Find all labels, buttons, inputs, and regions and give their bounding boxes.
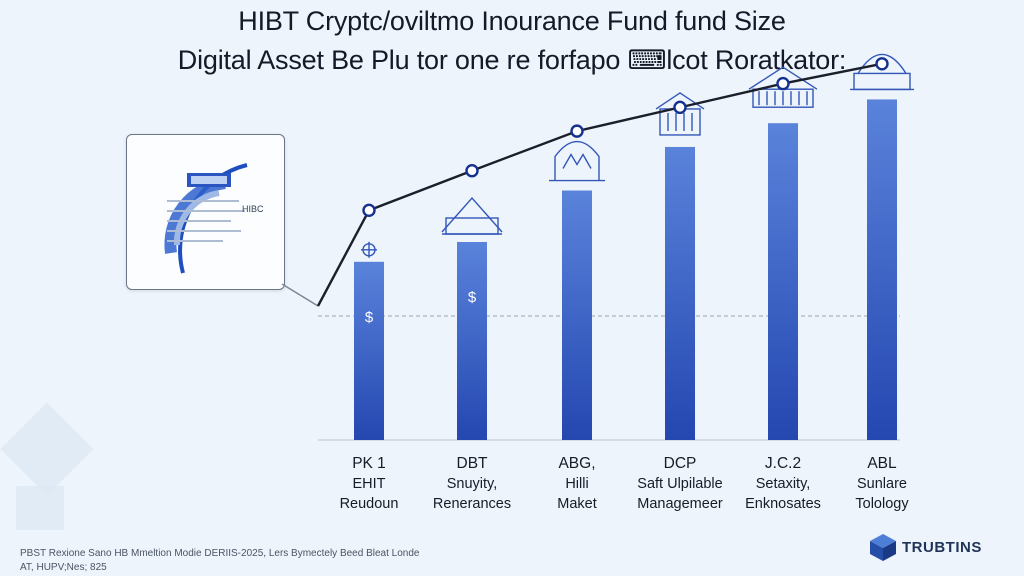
x-tick-label-line: Managemeer [637, 496, 723, 512]
cube-icon [870, 534, 896, 561]
line-point-5 [776, 76, 790, 91]
chart-title: HIBT Cryptc/oviltmo Inourance Fund fund … [238, 6, 786, 36]
x-tick-label-line: Renerances [432, 496, 512, 512]
warehouse-icon [441, 196, 503, 235]
background-shape [16, 486, 64, 530]
bar-3 [562, 190, 592, 440]
x-tick-label: DCP Saft Ulpilable Managemeer [620, 454, 740, 514]
building-icon [549, 141, 605, 182]
card-connector [281, 283, 319, 307]
bar-4 [665, 146, 695, 440]
x-tick-label-line: ABG, [558, 455, 596, 472]
line-point-6 [875, 57, 889, 71]
info-card [126, 134, 285, 290]
temple-icon [748, 66, 818, 108]
x-tick-label: DBT Snuyity, Renerances [412, 454, 532, 514]
x-tick-label-line: Hilli [565, 476, 589, 492]
x-tick-label-line: Maket [557, 496, 597, 512]
x-tick-label: ABG, Hilli Maket [517, 454, 637, 514]
bar-1 [354, 261, 384, 440]
bar-value-label: $ [468, 289, 477, 306]
line-point-4 [673, 100, 687, 115]
x-tick-label-line: Setaxity, [755, 476, 811, 492]
gauge-icon [164, 163, 248, 274]
line-point-3 [570, 124, 584, 138]
line-point-2 [465, 164, 479, 178]
x-tick-label-line: ABL [867, 455, 897, 472]
x-tick-label-line: J.C.2 [764, 455, 802, 472]
bar-6 [867, 99, 897, 440]
x-tick-label: J.C.2 Setaxity, Enknosates [723, 454, 843, 514]
x-tick-label-line: Saft Ulpilable [637, 476, 723, 492]
footnote-line-1: PBST Rexione Sano HB Mmeltion Modie DERI… [20, 548, 420, 559]
x-tick-label-line: Sunlare [857, 476, 907, 492]
bar-5 [768, 123, 798, 440]
brand-name: TRUBTINS [902, 538, 982, 556]
x-tick-label-line: DBT [456, 455, 488, 472]
chart-subtitle: Digital Asset Be Plu tor one re forfapo … [177, 45, 847, 75]
gear-icon [361, 241, 377, 258]
dome-icon [850, 53, 914, 91]
bar-value-label: $ [365, 309, 374, 326]
x-tick-label: ABL Sunlare Tolology [822, 454, 942, 514]
brand-logo: TRUBTINS [868, 532, 982, 562]
x-tick-label-line: PK 1 [352, 455, 386, 472]
x-tick-label-line: EHIT [352, 476, 386, 492]
line-point-1 [362, 203, 376, 218]
x-tick-label: PK 1 EHIT Reudoun [309, 454, 429, 514]
footnote-line-2: AT, HUPV;Nes; 825 [20, 562, 107, 573]
bar-2 [457, 242, 487, 440]
x-tick-label-line: Tolology [855, 496, 909, 512]
x-tick-label-line: DCP [663, 455, 697, 472]
card-label: HIBC [242, 204, 264, 214]
x-tick-label-line: Snuyity, [446, 476, 498, 492]
x-tick-label-line: Reudoun [339, 496, 399, 512]
x-tick-label-line: Enknosates [745, 496, 821, 512]
